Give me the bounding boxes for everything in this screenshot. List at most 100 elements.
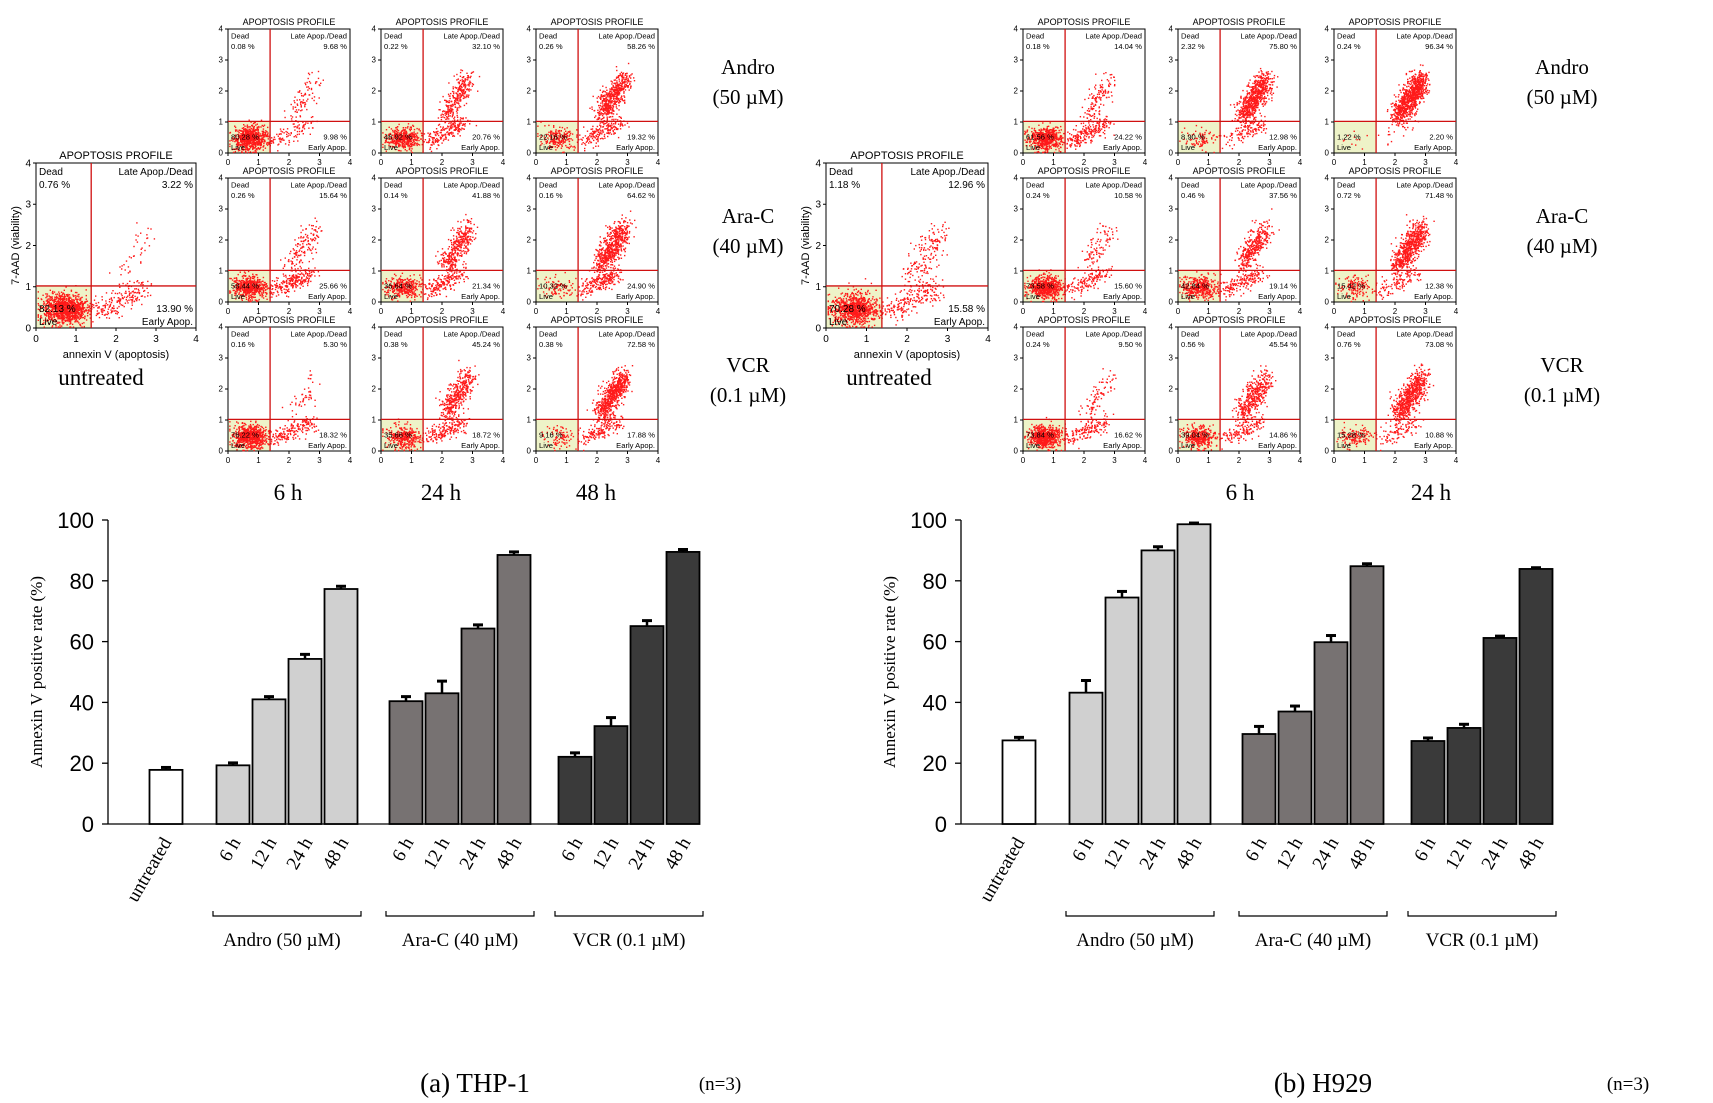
scatter-point: [398, 145, 400, 147]
scatter-point: [469, 76, 471, 79]
scatter-point: [245, 298, 248, 300]
scatter-point: [299, 99, 301, 101]
scatter-point: [48, 309, 50, 311]
scatter-point: [279, 128, 282, 130]
scatter-point: [441, 135, 444, 138]
scatter-point: [251, 143, 254, 145]
scatter-point: [49, 303, 51, 305]
scatter-point: [77, 308, 79, 310]
scatter-point: [70, 297, 72, 299]
scatter-point: [242, 277, 244, 279]
scatter-point: [70, 315, 72, 318]
scatter-point: [609, 90, 611, 92]
scatter-point: [48, 311, 50, 313]
scatter-point: [310, 238, 312, 240]
treatment-dose: (50 µM): [712, 85, 783, 109]
scatter-point: [615, 101, 618, 103]
scatter-point: [86, 306, 89, 309]
scatter-point: [52, 290, 54, 293]
scatter-point: [43, 326, 45, 328]
scatter-point: [87, 312, 89, 314]
scatter-point: [61, 298, 64, 300]
scatter-point: [63, 297, 65, 299]
scatter-point: [111, 292, 113, 294]
scatter-point: [294, 110, 296, 113]
scatter-point: [454, 129, 456, 131]
scatter-point: [261, 133, 264, 135]
scatter-point: [602, 110, 605, 112]
scatter-point: [132, 290, 135, 292]
scatter-point: [48, 323, 50, 325]
scatter-point: [448, 101, 451, 104]
scatter-point: [455, 92, 458, 94]
scatter-point: [410, 150, 412, 152]
scatter-point: [103, 309, 106, 312]
scatter-point: [128, 256, 131, 258]
scatter-point: [77, 317, 79, 319]
scatter-point: [148, 245, 151, 247]
scatter-point: [63, 321, 65, 323]
scatter-point: [50, 303, 52, 306]
scatter-point: [113, 307, 115, 310]
scatter-point: [133, 281, 135, 284]
scatter-point: [118, 300, 121, 302]
scatter-point: [63, 319, 65, 321]
scatter-point: [138, 299, 140, 301]
scatter-point: [285, 130, 287, 133]
scatter-point: [602, 105, 604, 107]
scatter-point: [454, 122, 456, 125]
scatter-point: [616, 98, 618, 101]
scatter-point: [616, 69, 618, 72]
scatter-point: [410, 128, 412, 130]
scatter-point: [421, 135, 423, 137]
scatter-point: [600, 94, 603, 96]
scatter-point: [111, 300, 113, 302]
scatter-point: [312, 258, 314, 260]
scatter-point: [132, 255, 135, 257]
scatter-point: [592, 136, 594, 138]
scatter-point: [614, 88, 616, 91]
scatter-point: [246, 144, 249, 146]
scatter-point: [72, 326, 75, 328]
scatter-point: [53, 308, 56, 310]
scatter-point: [624, 102, 626, 104]
scatter-point: [412, 124, 414, 127]
scatter-point: [75, 315, 77, 317]
scatter-point: [442, 126, 444, 128]
scatter-point: [140, 252, 143, 254]
scatter-point: [450, 104, 453, 106]
scatter-point: [609, 99, 611, 101]
scatter-point: [448, 129, 451, 131]
scatter-point: [86, 312, 89, 315]
scatter-point: [262, 149, 264, 151]
scatter-point: [613, 95, 616, 97]
scatter-point: [247, 148, 249, 150]
scatter-point: [557, 142, 559, 144]
scatter-point: [51, 317, 53, 319]
scatter-point: [445, 118, 447, 120]
scatter-point: [140, 283, 142, 286]
scatter-point: [307, 246, 310, 249]
scatter-point: [595, 115, 597, 117]
scatter-point: [58, 291, 60, 293]
scatter-point: [308, 87, 310, 90]
scatter-point: [281, 131, 284, 133]
scatter-point: [135, 288, 138, 290]
scatter-point: [85, 294, 87, 297]
scatter-point: [407, 123, 410, 125]
scatter-point: [229, 277, 231, 280]
scatter-point: [58, 294, 60, 297]
scatter-point: [106, 313, 109, 316]
scatter-point: [51, 326, 53, 328]
scatter-point: [95, 302, 97, 304]
scatter-point: [234, 125, 236, 127]
scatter-point: [304, 101, 306, 104]
scatter-point: [411, 142, 414, 144]
scatter-point: [258, 142, 260, 144]
scatter-point: [463, 89, 465, 92]
scatter-point: [48, 299, 50, 301]
scatter-point: [58, 298, 60, 300]
scatter-point: [54, 307, 56, 309]
scatter-point: [45, 303, 47, 305]
scatter-point: [81, 317, 83, 319]
